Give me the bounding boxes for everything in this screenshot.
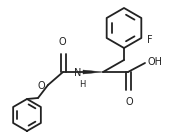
Text: N: N bbox=[74, 68, 81, 78]
Text: H: H bbox=[79, 80, 85, 89]
Text: F: F bbox=[147, 35, 153, 45]
Text: O: O bbox=[37, 81, 45, 91]
Text: O: O bbox=[58, 37, 66, 47]
Text: OH: OH bbox=[147, 57, 162, 67]
Text: O: O bbox=[125, 97, 133, 107]
Polygon shape bbox=[83, 70, 103, 74]
